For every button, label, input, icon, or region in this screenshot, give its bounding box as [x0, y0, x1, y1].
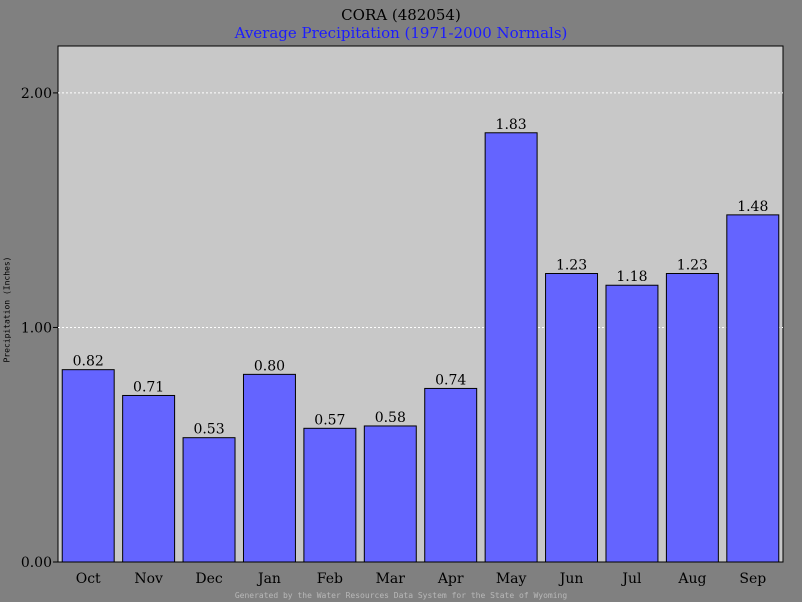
- x-tick-label: Apr: [437, 571, 464, 587]
- bar: [122, 394, 176, 563]
- chart-subtitle: Average Precipitation (1971-2000 Normals…: [234, 24, 568, 42]
- bar: [363, 425, 417, 563]
- bar: [726, 214, 780, 563]
- x-tick-label: Sep: [739, 571, 766, 587]
- x-tick-label: Feb: [317, 571, 343, 587]
- chart-title: CORA (482054): [341, 6, 461, 24]
- x-tick-label: Mar: [376, 571, 406, 587]
- bar-value-label: 0.82: [73, 354, 104, 370]
- bar: [182, 437, 236, 563]
- bar-value-label: 1.48: [737, 199, 768, 215]
- y-tick-label: 1.00: [21, 320, 52, 336]
- bar-value-label: 1.83: [496, 117, 527, 133]
- x-tick-label: Jan: [256, 571, 281, 587]
- bar-value-label: 0.74: [435, 372, 466, 388]
- bar: [665, 273, 719, 563]
- x-tick-label: Jun: [558, 571, 584, 587]
- bar: [242, 373, 296, 563]
- x-tick-label: Aug: [677, 571, 706, 587]
- bar: [424, 387, 478, 563]
- x-tick-label: Oct: [76, 571, 101, 587]
- y-axis-label: Precipitation (Inches): [2, 256, 12, 363]
- bar: [605, 284, 659, 563]
- bar-value-label: 1.23: [677, 258, 708, 274]
- x-tick-label: Dec: [195, 571, 223, 587]
- x-tick-label: Jul: [620, 571, 642, 587]
- y-tick-label: 2.00: [21, 86, 52, 102]
- bar-value-label: 0.57: [314, 412, 345, 428]
- bar-value-label: 1.18: [616, 269, 647, 285]
- plot-area: [57, 45, 784, 563]
- bar-value-label: 0.58: [375, 410, 406, 426]
- bar-value-label: 0.80: [254, 358, 285, 374]
- bar-value-label: 0.53: [193, 422, 224, 438]
- footer-credit: Generated by the Water Resources Data Sy…: [234, 591, 568, 600]
- bar: [61, 369, 115, 563]
- bar: [545, 273, 599, 563]
- bar: [484, 132, 538, 563]
- x-tick-label: Nov: [134, 571, 163, 587]
- bar: [303, 427, 357, 563]
- x-tick-label: May: [496, 571, 527, 587]
- bar-value-label: 1.23: [556, 258, 587, 274]
- y-tick-label: 0.00: [21, 555, 52, 571]
- bar-value-label: 0.71: [133, 379, 164, 395]
